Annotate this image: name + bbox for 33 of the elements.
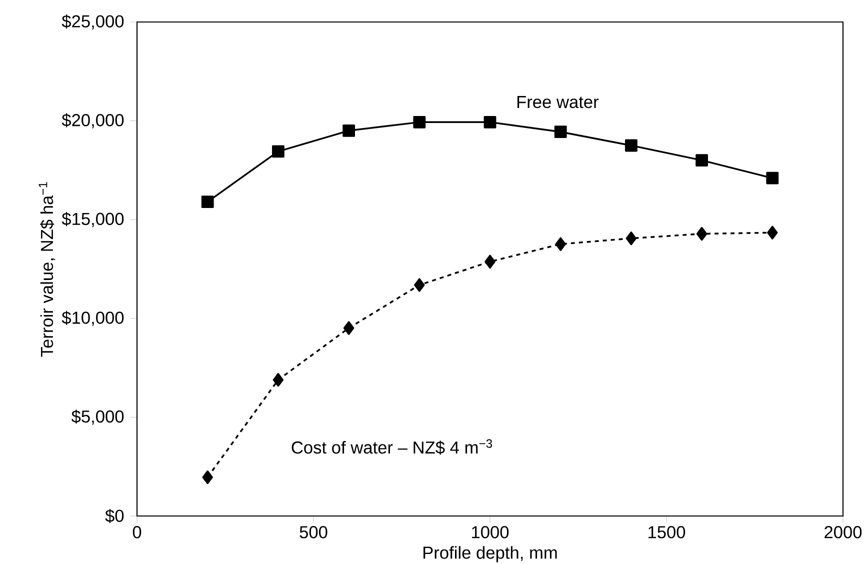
point — [696, 226, 708, 241]
point — [414, 278, 425, 292]
x-tick-label: 2000 — [824, 526, 862, 538]
x-axis-title: Profile depth, mm — [424, 546, 557, 562]
point — [202, 470, 213, 484]
point — [201, 196, 214, 208]
point — [626, 231, 637, 246]
x-tick-label: 0 — [132, 526, 142, 538]
point — [413, 116, 426, 128]
y-tick-label: $5,000 — [71, 410, 124, 425]
y-tick-label: $25,000 — [62, 14, 124, 30]
series-label: Free water — [517, 96, 599, 108]
text: Cost of water – NZ$ 4 m$^{−3}$ — [292, 439, 492, 455]
y-tick-label: $20,000 — [62, 113, 124, 128]
point — [272, 372, 284, 387]
x-tick-label: 1500 — [648, 526, 686, 538]
point — [555, 237, 566, 251]
point — [343, 321, 354, 335]
point — [767, 226, 778, 240]
point — [484, 254, 496, 269]
point — [342, 124, 356, 137]
y-tick-label: $0 — [105, 508, 124, 523]
point — [554, 126, 567, 138]
y-tick-label: $10,000 — [62, 310, 124, 326]
y-tick-label: $15,000 — [62, 212, 124, 228]
x-tick-label: 1000 — [472, 526, 509, 538]
point — [696, 154, 708, 167]
point — [766, 172, 779, 184]
point — [624, 139, 638, 152]
x-tick-label: 500 — [300, 526, 328, 538]
point — [272, 145, 284, 158]
point — [484, 116, 496, 128]
y-axis-title: Terroir value, NZ$ ha$^{−1}$ — [38, 182, 56, 357]
